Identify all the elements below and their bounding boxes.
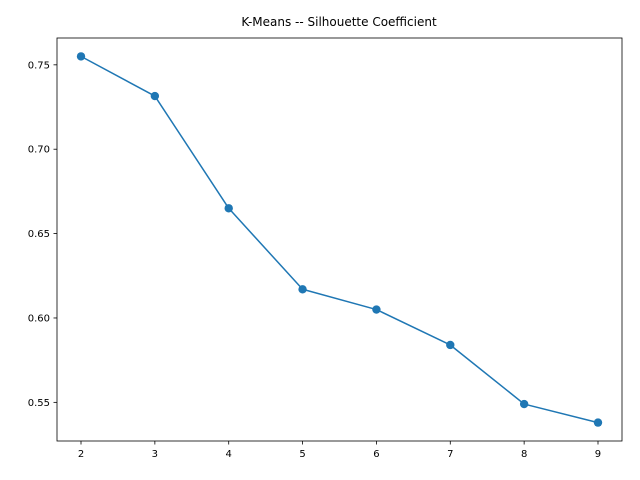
y-tick-label: 0.65 [28, 229, 50, 240]
x-tick-label: 2 [78, 449, 84, 460]
x-tick-label: 7 [447, 449, 453, 460]
series-line [80, 55, 599, 424]
x-tick-label: 3 [152, 449, 158, 460]
y-axis: 0.55 0.60 0.65 0.70 0.75 [28, 60, 57, 409]
data-point [76, 52, 86, 61]
data-point [224, 204, 233, 213]
x-tick-label: 6 [373, 449, 379, 460]
data-point [593, 418, 603, 427]
x-tick-label: 8 [521, 449, 527, 460]
chart-title: K-Means -- Silhouette Coefficient [241, 15, 437, 29]
x-tick-label: 5 [299, 449, 305, 460]
y-tick-label: 0.55 [28, 398, 50, 409]
data-point [372, 305, 381, 314]
y-tick-label: 0.70 [28, 145, 50, 156]
data-point [298, 285, 307, 294]
data-point [150, 91, 160, 101]
x-tick-label: 4 [226, 449, 232, 460]
y-tick-label: 0.60 [28, 313, 50, 324]
axes-frame [56, 37, 623, 442]
series-layer [76, 52, 603, 427]
y-tick-label: 0.75 [28, 60, 50, 71]
data-point [446, 340, 455, 350]
data-point [519, 399, 529, 409]
axes-spines [56, 37, 623, 442]
x-tick-label: 9 [595, 449, 601, 460]
x-axis: 2 3 4 5 6 7 8 9 [78, 441, 601, 460]
